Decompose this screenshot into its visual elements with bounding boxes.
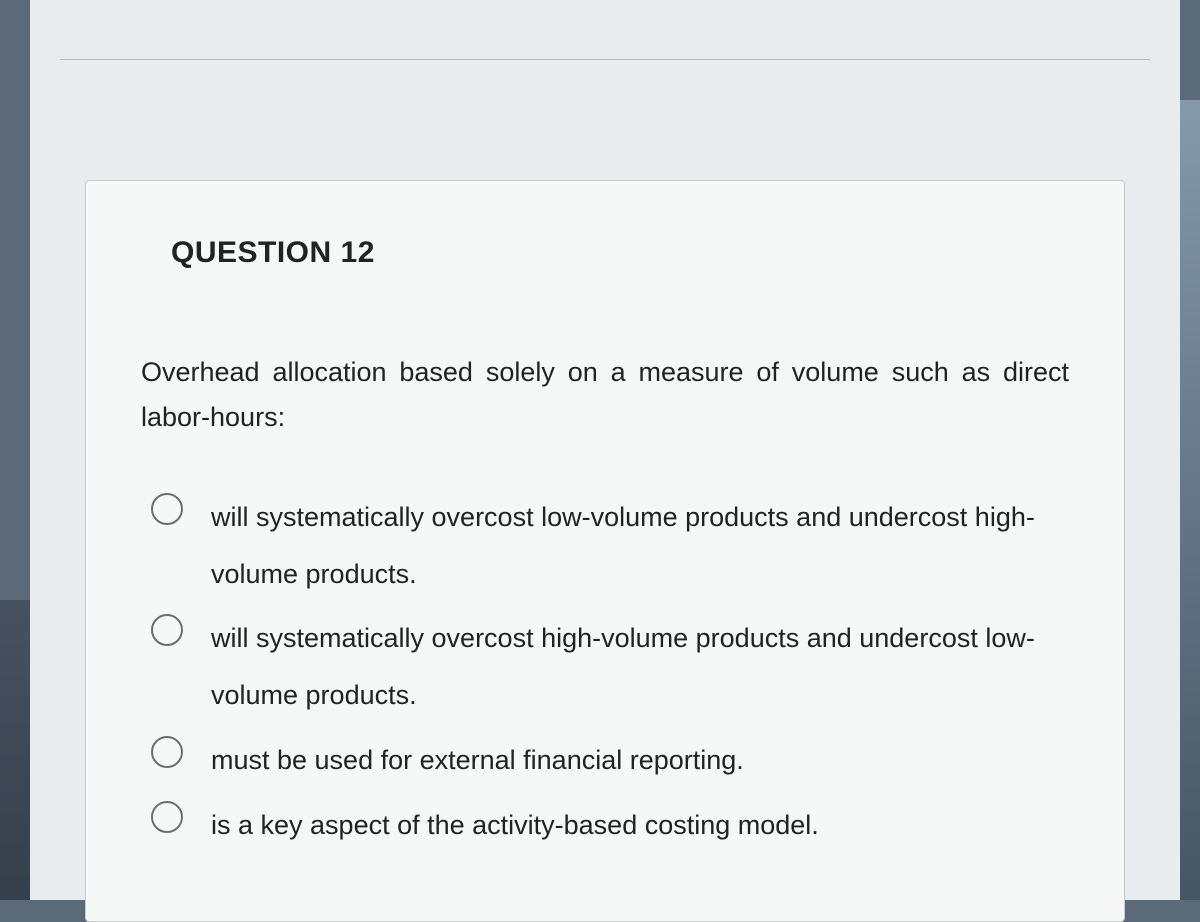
quiz-title-bar [60, 40, 1150, 60]
screen-edge-left [0, 600, 30, 900]
option-row: is a key aspect of the activity-based co… [151, 797, 1069, 854]
option-row: will systematically overcost low-volume … [151, 489, 1069, 602]
option-text[interactable]: will systematically overcost low-volume … [211, 489, 1069, 602]
question-card: QUESTION 12 Overhead allocation based so… [85, 180, 1125, 922]
options-group: will systematically overcost low-volume … [151, 489, 1069, 853]
radio-option-4[interactable] [151, 801, 183, 833]
radio-option-3[interactable] [151, 736, 183, 768]
option-text[interactable]: is a key aspect of the activity-based co… [211, 797, 819, 854]
question-number-header: QUESTION 12 [171, 236, 1069, 270]
option-text[interactable]: will systematically overcost high-volume… [211, 610, 1069, 723]
screen-edge-right [1180, 100, 1200, 900]
option-text[interactable]: must be used for external financial repo… [211, 732, 744, 789]
option-row: will systematically overcost high-volume… [151, 610, 1069, 723]
quiz-screen: QUESTION 12 Overhead allocation based so… [30, 0, 1180, 900]
option-row: must be used for external financial repo… [151, 732, 1069, 789]
radio-option-1[interactable] [151, 493, 183, 525]
question-prompt: Overhead allocation based solely on a me… [141, 350, 1069, 439]
radio-option-2[interactable] [151, 614, 183, 646]
